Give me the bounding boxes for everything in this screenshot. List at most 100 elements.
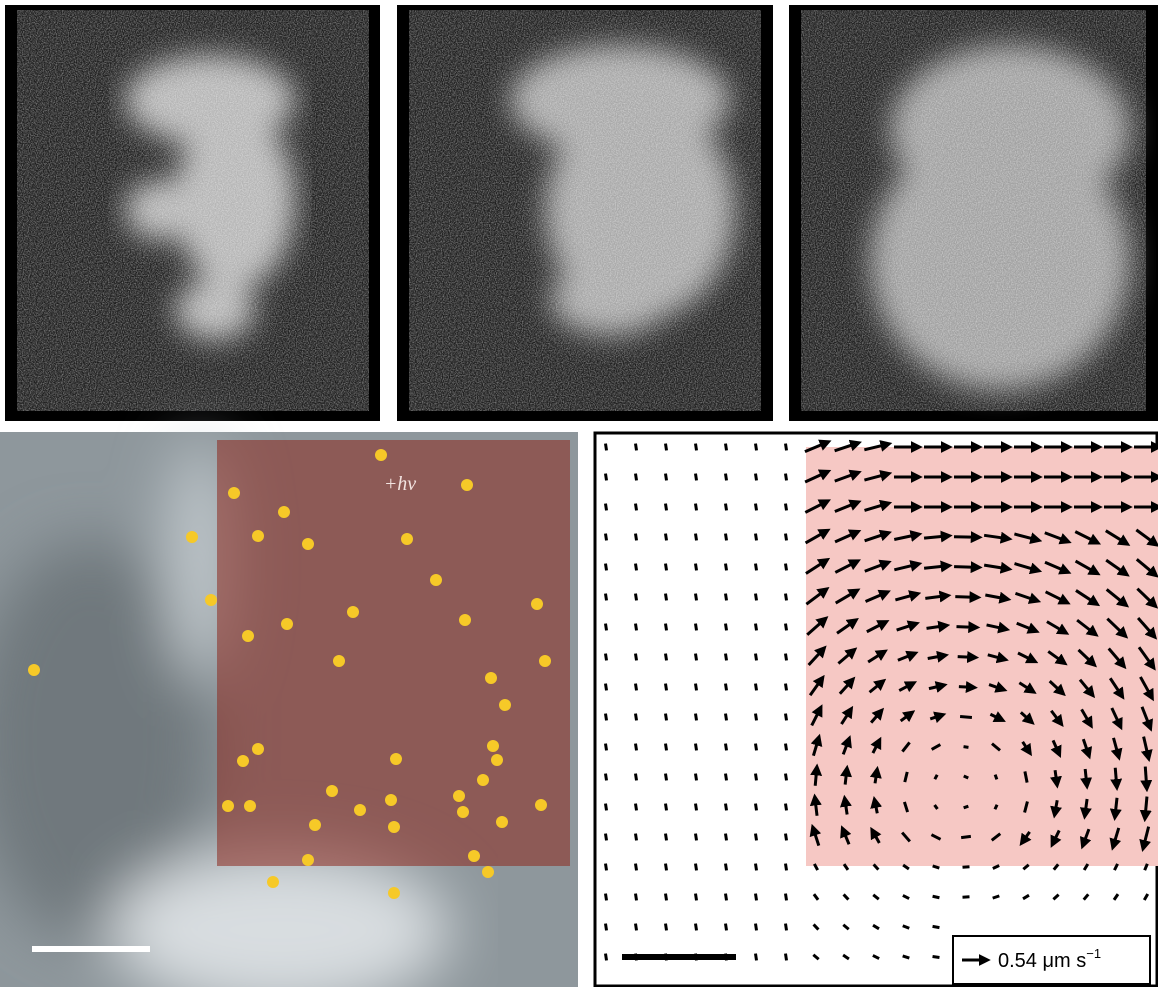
illuminated-region [806,447,1158,866]
tracer-dot [267,876,279,888]
tracer-dot [459,614,471,626]
velocity-arrow [755,774,756,781]
tracer-dot [482,866,494,878]
tracer-dot [461,479,473,491]
velocity-arrow [605,714,606,721]
velocity-arrow [635,624,636,631]
velocity-arrow [605,834,606,841]
velocity-arrow [964,806,969,808]
velocity-arrow [785,504,786,511]
velocity-arrow [964,776,969,778]
velocity-arrow [695,504,696,511]
tracer-dot [491,754,503,766]
tracer-dot [496,816,508,828]
tracer-dot [326,785,338,797]
velocity-arrow [695,654,696,661]
velocity-arrow [665,744,666,751]
tracer-dot [390,753,402,765]
legend-text: 0.54 μm s [998,950,1086,972]
velocity-arrow [875,771,877,784]
micrograph-panel: +hν [0,432,578,987]
velocity-arrow [963,867,970,868]
velocity-arrow [695,894,696,901]
velocity-arrow [903,956,910,958]
tracer-dot [375,449,387,461]
tracer-dot [453,790,465,802]
velocity-arrow [725,864,726,871]
velocity-arrow [605,864,606,871]
velocity-arrow [695,834,696,841]
velocity-arrow [785,714,786,721]
velocity-arrow [635,534,636,541]
velocity-arrow [635,594,636,601]
velocity-arrow [785,534,786,541]
velocity-arrow [725,714,726,721]
velocity-arrow [755,804,756,811]
velocity-arrow [635,474,636,481]
velocity-arrow [605,474,606,481]
velocity-arrow [960,717,972,718]
velocity-arrow [755,624,756,631]
velocity-arrow [635,654,636,661]
velocity-arrow [605,954,606,961]
velocity-arrow [955,597,976,598]
tracer-dot [28,664,40,676]
velocity-arrow [755,864,756,871]
velocity-arrow [665,834,666,841]
tracer-dot [354,804,366,816]
velocity-arrow [725,504,726,511]
velocity-arrow [785,954,786,961]
velocity-arrow [785,924,786,931]
scale-bar [32,946,150,952]
tracer-dot [242,630,254,642]
tracer-dot [309,819,321,831]
velocity-arrow [755,894,756,901]
tracer-dot [333,655,345,667]
velocity-arrow [695,624,696,631]
velocity-arrow [935,775,937,779]
velocity-arrow [995,805,997,810]
velocity-arrow [695,714,696,721]
velocity-arrow [725,924,726,931]
velocity-arrow [1055,770,1057,784]
velocity-arrow [725,774,726,781]
velocity-arrow [959,687,973,688]
velocity-arrow [635,804,636,811]
velocity-arrow [785,684,786,691]
velocity-arrow [635,864,636,871]
velocity-arrow [815,798,817,815]
velocity-arrow [725,834,726,841]
velocity-arrow [961,836,971,837]
velocity-arrow [1145,797,1147,818]
velocity-arrow [695,804,696,811]
velocity-arrow [665,924,666,931]
velocity-arrow [755,744,756,751]
velocity-arrow [933,866,940,868]
velocity-arrow [815,768,817,785]
tracer-dot [222,800,234,812]
legend-superscript: −1 [1086,946,1101,961]
velocity-arrow [635,714,636,721]
velocity-arrow [785,594,786,601]
velocity-arrow [695,774,696,781]
velocity-arrow [1115,768,1117,786]
velocity-arrow [695,744,696,751]
tracer-dot [252,743,264,755]
tracer-dot [457,806,469,818]
velocity-arrow [635,894,636,901]
velocity-arrow [605,684,606,691]
velocity-arrow [933,896,940,898]
velocity-arrow [755,504,756,511]
velocity-arrow [933,957,940,958]
velocity-arrow [1145,767,1146,788]
tracer-dot [499,699,511,711]
tracer-dot [278,506,290,518]
velocity-arrow [665,534,666,541]
velocity-arrow [725,444,726,451]
velocity-arrow [635,834,636,841]
tracer-dot [535,799,547,811]
tracer-dot [385,794,397,806]
velocity-arrow [725,894,726,901]
tracer-dot [302,538,314,550]
velocity-arrow [785,624,786,631]
